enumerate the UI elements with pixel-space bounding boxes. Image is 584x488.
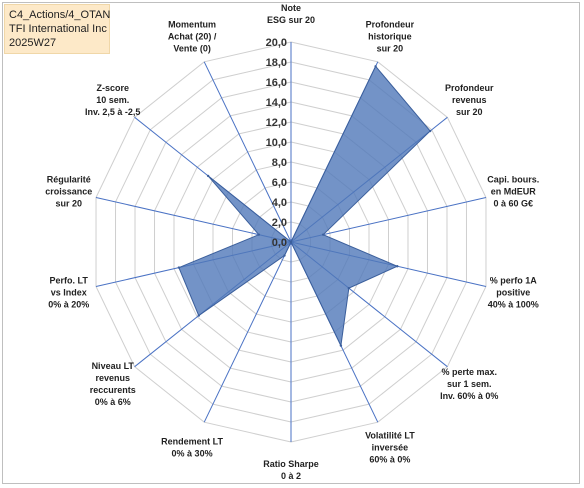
axis-label: Note ESG sur 20 [267, 3, 315, 25]
data-point [339, 344, 343, 347]
axis-spoke [203, 241, 292, 423]
axis-label-line: revenus [95, 373, 130, 383]
axis-label: Niveau LT revenus reccurents 0% à 6% [90, 361, 136, 407]
axis-label-line: Z-score [96, 83, 129, 93]
axis-label-line: Ratio Sharpe [263, 459, 319, 469]
axis-label: Capi. bours. en MdEUR 0 à 60 G€ [487, 174, 539, 208]
axis-label: % perte max. sur 1 sem. Inv. 60% à 0% [440, 367, 498, 401]
axis-label-line: revenus [452, 95, 487, 105]
axis-label-line: Volatilité LT [365, 430, 415, 440]
axis-label-line: positive [496, 288, 530, 298]
axis-label-line: 10 sem. [96, 95, 129, 105]
data-point [428, 129, 432, 133]
axis-label-line: Niveau LT [92, 361, 135, 371]
title-line-2: TFI International Inc [9, 23, 107, 35]
title-line-1: C4_Actions/4_OTAN [9, 9, 111, 21]
axis-label-line: 0 à 2 [281, 471, 301, 481]
data-point [177, 266, 181, 269]
axis-label-line: Régularité [47, 174, 91, 184]
axis-label-line: Profondeur [366, 20, 415, 30]
axis-label-line: sur 20 [456, 107, 483, 117]
axis-label: Rendement LT 0% à 30% [161, 436, 223, 458]
data-point [321, 233, 325, 236]
data-point [396, 265, 399, 268]
data-point [283, 254, 286, 257]
tick-label: 8,0 [272, 157, 287, 169]
axis-label: Z-score 10 sem. Inv. 2,5 à -2,5 [85, 83, 140, 117]
axis-label: Profondeur revenus sur 20 [445, 83, 494, 117]
tick-label: 0,0 [272, 237, 287, 249]
axis-label-line: % perfo 1A [490, 276, 538, 286]
axis-label-line: Rendement LT [161, 436, 223, 446]
data-point [374, 65, 377, 68]
axis-label-line: reccurents [90, 385, 136, 395]
axis-label: Profondeur historique sur 20 [366, 20, 415, 54]
axis-label-line: 0% à 6% [95, 397, 131, 407]
axis-label-line: sur 20 [377, 44, 404, 54]
axis-label: Régularité croissance sur 20 [45, 174, 92, 208]
tick-label: 12,0 [266, 117, 287, 129]
tick-label: 2,0 [272, 217, 287, 229]
tick-label: 10,0 [266, 137, 287, 149]
axis-label-line: Achat (20) / [168, 32, 217, 42]
axis-label-line: % perte max. [441, 367, 497, 377]
axis-label-line: 40% à 100% [488, 300, 539, 310]
axis-label-line: Inv. 60% à 0% [440, 391, 498, 401]
axis-label-line: sur 1 sem. [447, 379, 492, 389]
axis-label-line: 0% à 30% [172, 448, 213, 458]
axis-label: Perfo. LT vs Index 0% à 20% [48, 276, 89, 310]
data-point [347, 286, 351, 290]
data-point [257, 233, 261, 236]
axis-label-line: Vente (0) [173, 44, 211, 54]
title-line-3: 2025W27 [9, 37, 57, 49]
tick-label: 18,0 [266, 57, 287, 69]
tick-label: 4,0 [272, 197, 287, 209]
axis-label-line: 0 à 60 G€ [494, 198, 534, 208]
tick-label: 6,0 [272, 177, 287, 189]
axis-label-line: Perfo. LT [50, 276, 89, 286]
tick-label: 14,0 [266, 97, 287, 109]
chart-title-box: C4_Actions/4_OTAN TFI International Inc … [4, 4, 110, 54]
axis-label-line: Profondeur [445, 83, 494, 93]
axis-label: Ratio Sharpe 0 à 2 [263, 459, 319, 481]
axis-label-line: croissance [45, 186, 92, 196]
data-point [289, 240, 293, 244]
tick-label: 16,0 [266, 77, 287, 89]
axis-label: % perfo 1A positive 40% à 100% [488, 276, 539, 310]
axis-label-line: sur 20 [55, 198, 82, 208]
axis-label-line: historique [368, 32, 412, 42]
data-point [197, 314, 200, 317]
axis-spoke [203, 61, 292, 243]
axis-label-line: inversée [372, 442, 409, 452]
axis-label-line: Capi. bours. [487, 174, 539, 184]
data-series-area [178, 65, 431, 348]
axis-label-line: en MdEUR [491, 186, 537, 196]
axis-label: Volatilité LT inversée 60% à 0% [365, 430, 415, 464]
axis-label-line: 60% à 0% [369, 454, 410, 464]
axis-label: Momentum Achat (20) / Vente (0) [168, 20, 217, 54]
axis-label-line: 0% à 20% [48, 300, 89, 310]
axis-label-line: vs Index [51, 288, 87, 298]
axis-label-line: Note [281, 3, 301, 13]
axis-label-line: Inv. 2,5 à -2,5 [85, 107, 140, 117]
axis-label-line: ESG sur 20 [267, 15, 315, 25]
axis-label-line: Momentum [168, 20, 216, 30]
data-point [206, 174, 210, 178]
tick-label: 20,0 [266, 37, 287, 49]
